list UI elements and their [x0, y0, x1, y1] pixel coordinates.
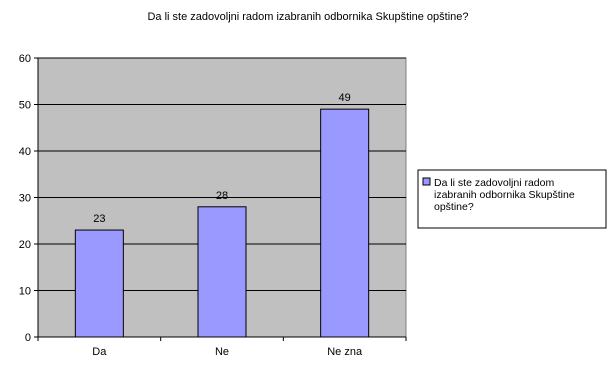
- y-tick-label: 50: [19, 100, 31, 112]
- y-tick-label: 60: [19, 53, 31, 65]
- data-label: 49: [339, 92, 351, 104]
- y-tick-label: 10: [19, 286, 31, 298]
- y-tick-label: 20: [19, 239, 31, 251]
- legend-label-line: opštine?: [434, 201, 474, 213]
- data-label: 23: [93, 213, 105, 225]
- legend-swatch: [422, 177, 431, 186]
- chart-title: Da li ste zadovoljni radom izabranih odb…: [147, 11, 468, 23]
- bar: [320, 108, 370, 338]
- y-tick-label: 40: [19, 146, 31, 158]
- x-tick-label: Ne: [215, 346, 229, 358]
- plot-area-group: 0 10 20 30 40 50 60 23 Da 28 Ne 49 Ne zna: [19, 53, 407, 358]
- x-tick-label: Ne zna: [327, 346, 363, 358]
- legend-label-line: izabranih odbornika Skupštine: [434, 189, 575, 201]
- legend-box: [417, 169, 607, 229]
- y-tick-label: 30: [19, 193, 31, 205]
- x-tick-label: Da: [92, 346, 107, 358]
- legend-label-line: Da li ste zadovoljni radom: [434, 177, 554, 189]
- bar: [197, 206, 247, 338]
- bar: [74, 229, 124, 338]
- data-label: 28: [216, 190, 228, 202]
- y-tick-label: 0: [25, 332, 31, 344]
